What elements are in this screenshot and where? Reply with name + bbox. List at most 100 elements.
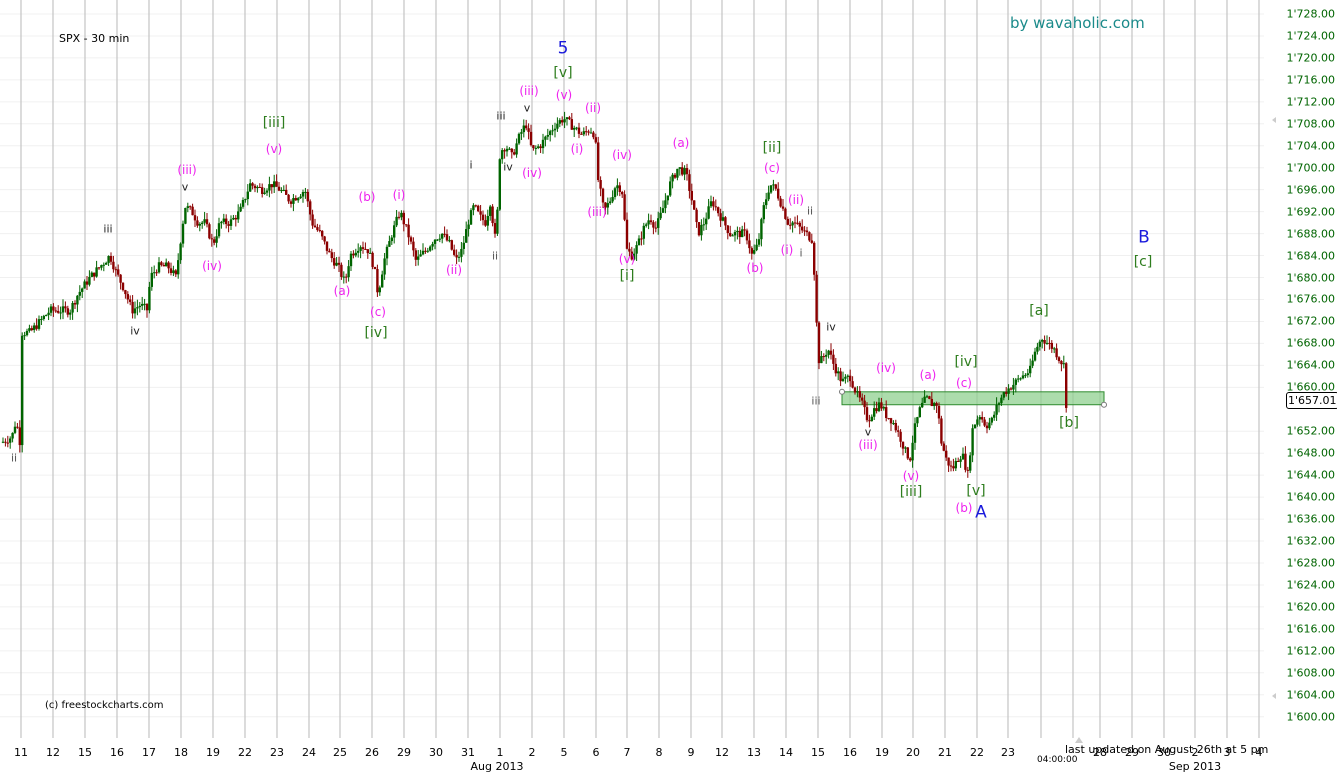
wave-label: ii <box>806 204 814 218</box>
y-tick-label: 1'604.00 <box>1286 688 1335 702</box>
wave-label: (iii) <box>177 163 197 177</box>
y-tick-label: 1'632.00 <box>1286 534 1335 548</box>
wave-label: (b) <box>955 501 973 515</box>
wave-label: [i] <box>619 268 635 284</box>
x-tick-label: 12 <box>46 746 60 759</box>
x-tick-label: 26 <box>365 746 379 759</box>
x-tick-label: 2 <box>1191 746 1199 759</box>
wave-label: (v) <box>555 88 573 102</box>
y-tick-label: 1'628.00 <box>1286 556 1335 570</box>
axis-markers <box>1075 117 1276 743</box>
y-tick-label: 1'692.00 <box>1286 205 1335 219</box>
wave-label: (iv) <box>876 361 896 375</box>
wave-label: iii <box>811 394 821 408</box>
y-tick-label: 1'696.00 <box>1286 183 1335 197</box>
x-tick-label: 16 <box>843 746 857 759</box>
current-price-label: 1'657.01 <box>1286 392 1337 409</box>
wave-label: (ii) <box>445 263 463 277</box>
y-tick-label: 1'712.00 <box>1286 95 1335 109</box>
vertical-gridlines <box>20 0 1260 738</box>
x-tick-label: 18 <box>174 746 188 759</box>
x-tick-label: 14 <box>779 746 793 759</box>
x-tick-label: 11 <box>14 746 28 759</box>
wave-label: ii <box>10 451 18 465</box>
wave-label: [v] <box>966 483 986 499</box>
wave-label: (iv) <box>202 259 222 273</box>
x-tick-label: 17 <box>142 746 156 759</box>
wave-label: (i) <box>570 142 584 156</box>
y-tick-label: 1'620.00 <box>1286 600 1335 614</box>
wave-label: i <box>469 158 473 172</box>
y-tick-label: 1'728.00 <box>1286 7 1335 21</box>
wave-label: (a) <box>919 368 937 382</box>
wave-label: iii <box>496 109 506 123</box>
wave-label: (ii) <box>787 193 805 207</box>
x-tick-label: 5 <box>560 746 568 759</box>
y-tick-label: 1'616.00 <box>1286 622 1335 636</box>
wave-label: (v) <box>902 469 920 483</box>
y-tick-label: 1'676.00 <box>1286 292 1335 306</box>
wave-label: (iii) <box>519 84 539 98</box>
wave-label: [c] <box>1133 254 1153 270</box>
x-tick-label: 21 <box>938 746 952 759</box>
y-tick-label: 1'684.00 <box>1286 249 1335 263</box>
wave-label: (c) <box>956 376 972 390</box>
x-tick-label: 12 <box>715 746 729 759</box>
wave-label: [iv] <box>364 325 388 341</box>
wave-label: (v) <box>618 252 636 266</box>
wave-label: [iii] <box>899 484 923 500</box>
support-zone[interactable] <box>839 388 1107 408</box>
wave-label: (a) <box>333 284 351 298</box>
wave-label: (ii) <box>584 101 602 115</box>
wave-label: [iii] <box>262 115 286 131</box>
x-tick-label: 6 <box>592 746 600 759</box>
wave-label: (i) <box>392 188 406 202</box>
wave-label: v <box>181 180 189 194</box>
wave-label: (iii) <box>587 205 607 219</box>
y-tick-label: 1'720.00 <box>1286 51 1335 65</box>
wave-label: iv <box>503 160 513 174</box>
wave-label: (iv) <box>612 148 632 162</box>
wave-label: [b] <box>1059 415 1079 431</box>
y-tick-label: 1'644.00 <box>1286 468 1335 482</box>
y-tick-label: 1'688.00 <box>1286 227 1335 241</box>
wave-label: (c) <box>370 305 386 319</box>
x-tick-label: 22 <box>970 746 984 759</box>
wave-label: [v] <box>553 65 573 81</box>
y-tick-label: 1'660.00 <box>1286 380 1335 394</box>
x-tick-label: 16 <box>110 746 124 759</box>
y-tick-label: 1'680.00 <box>1286 271 1335 285</box>
wave-label: [a] <box>1029 303 1049 319</box>
x-tick-label: 7 <box>623 746 631 759</box>
candlestick-series <box>1 111 1068 478</box>
x-tick-label: 29 <box>1125 746 1139 759</box>
x-tick-label: 4 <box>1255 746 1263 759</box>
wave-label: v <box>523 101 531 115</box>
x-tick-label: 30 <box>1157 746 1171 759</box>
wave-label: (v) <box>265 142 283 156</box>
wave-label: [iv] <box>954 354 978 370</box>
y-tick-label: 1'704.00 <box>1286 139 1335 153</box>
x-tick-label: 22 <box>238 746 252 759</box>
x-tick-label: 13 <box>747 746 761 759</box>
month-label: Sep 2013 <box>1168 760 1222 773</box>
wave-label: iv <box>130 324 140 338</box>
x-tick-label: 15 <box>811 746 825 759</box>
x-tick-label: 20 <box>906 746 920 759</box>
y-tick-label: 1'652.00 <box>1286 424 1335 438</box>
x-tick-label: 23 <box>1001 746 1015 759</box>
x-tick-label: 29 <box>397 746 411 759</box>
y-tick-label: 1'668.00 <box>1286 336 1335 350</box>
last-updated-text: last updated on August 26th at 5 pm <box>1065 743 1269 756</box>
wave-label: iv <box>826 320 836 334</box>
wave-label: (c) <box>764 161 780 175</box>
x-tick-label: 8 <box>655 746 663 759</box>
x-tick-label: 2 <box>528 746 536 759</box>
wave-label: (b) <box>358 190 376 204</box>
y-tick-label: 1'700.00 <box>1286 161 1335 175</box>
y-tick-label: 1'600.00 <box>1286 710 1335 724</box>
wave-label: i <box>799 246 803 260</box>
x-tick-label: 25 <box>333 746 347 759</box>
y-tick-label: 1'612.00 <box>1286 644 1335 658</box>
